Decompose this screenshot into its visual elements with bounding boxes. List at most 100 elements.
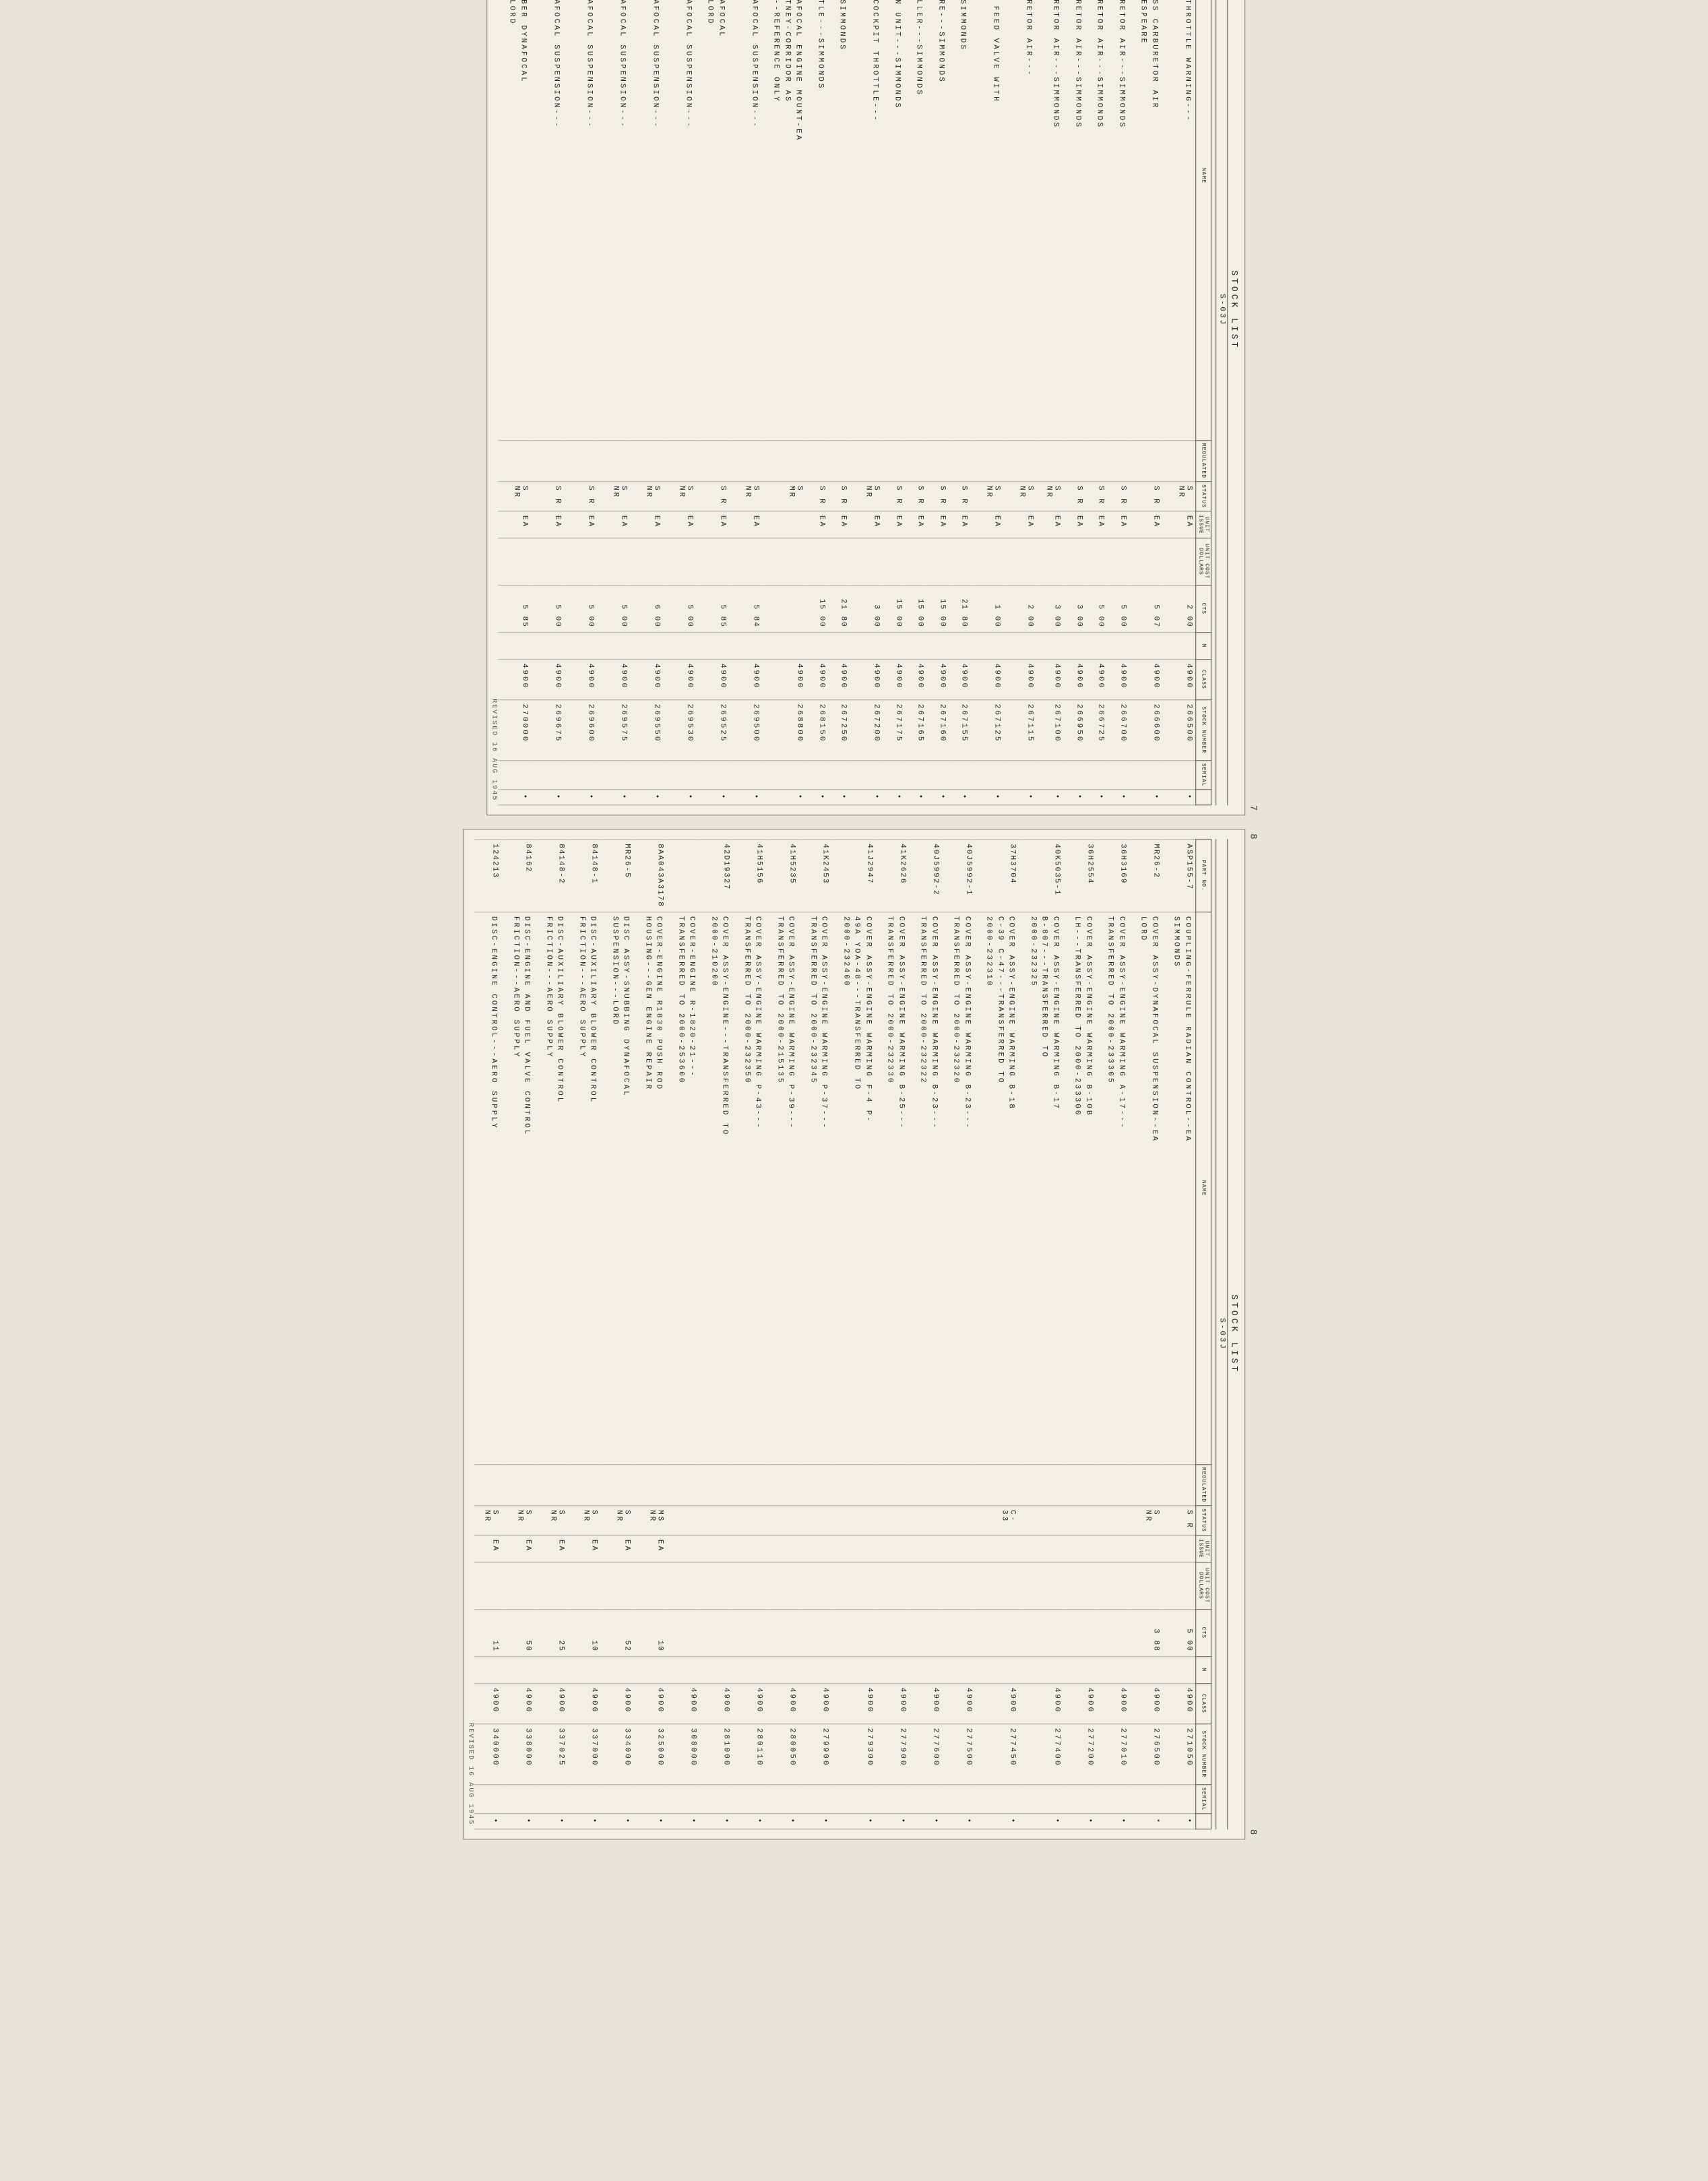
cell-stock: 266600 (1129, 699, 1162, 760)
col-regulated: REGULATED (1195, 1464, 1211, 1505)
cell-cost-dollars (828, 538, 850, 585)
cell-cost-dollars (762, 538, 806, 585)
cell-name: COVER-ENGINE R-1820-21--- TRANSFERRED TO… (666, 912, 699, 1464)
cell-stock: 277010 (1096, 1724, 1129, 1784)
cell-serial (909, 1784, 942, 1814)
cell-part (666, 840, 699, 912)
cell-unit (765, 1535, 798, 1562)
cell-cost-dollars (1107, 538, 1129, 585)
table-row: 41K2626COVER ASSY-ENGINE WARMING B-25---… (876, 840, 909, 1829)
cell-class: 4900 (831, 1683, 876, 1724)
cell-dot: • (1019, 1814, 1063, 1829)
cell-part: 36H2554 (1063, 840, 1096, 912)
cell-serial (1036, 760, 1063, 790)
cell-status: S R (1129, 482, 1162, 511)
cell-regulated (696, 440, 729, 481)
cell-name: COVER ASSY-ENGINE WARMING B-25--- TRANSF… (876, 912, 909, 1464)
col-stock: STOCK NUMBER (1195, 699, 1211, 760)
cell-regulated (831, 1464, 876, 1505)
cell-class: 4900 (567, 1683, 600, 1724)
cell-class: 4900 (970, 659, 1003, 699)
cell-stock: 277500 (942, 1724, 975, 1784)
cell-stock: 267125 (970, 699, 1003, 760)
cell-part: 84162 (501, 840, 534, 912)
cell-cost-dollars (633, 1562, 666, 1609)
cell-serial (1096, 1784, 1129, 1814)
cell-regulated (798, 1464, 831, 1505)
cell-m (531, 632, 564, 659)
cell-m (1085, 632, 1108, 659)
cell-dot: • (567, 1814, 600, 1829)
cell-unit: EA (1003, 511, 1036, 538)
cell-cost-cents: 21 80 (828, 585, 850, 632)
cell-stock: 269500 (729, 699, 762, 760)
cell-status: S R (1063, 482, 1085, 511)
cell-part: 8AA043A3178 (633, 840, 666, 912)
table-row: 36H2554COVER ASSY-ENGINE WARMING B-10B L… (1063, 840, 1096, 1829)
cell-cost-dollars (909, 1562, 942, 1609)
cell-stock: 277200 (1063, 1724, 1096, 1784)
cell-cost-cents: 15 00 (883, 585, 905, 632)
cell-stock: 334000 (600, 1724, 633, 1784)
cell-dot: • (597, 790, 630, 805)
cell-name: CONTROL-CARBURETOR AIR---SIMMONDS (1085, 0, 1108, 440)
cell-cost-cents: 50 (501, 1609, 534, 1656)
cell-class: 4900 (531, 659, 564, 699)
cell-class: 4900 (630, 659, 663, 699)
cell-status: S R (949, 482, 971, 511)
cell-stock: 269675 (531, 699, 564, 760)
cell-serial (1107, 760, 1129, 790)
cell-m (909, 1656, 942, 1683)
cell-dot: • (926, 790, 949, 805)
cell-class: 4900 (883, 659, 905, 699)
cell-serial (696, 760, 729, 790)
cell-cost-cents (666, 1609, 699, 1656)
cell-cost-dollars (876, 1562, 909, 1609)
cell-regulated (949, 440, 971, 481)
cell-cost-cents: 10 (633, 1609, 666, 1656)
cell-dot: • (534, 1814, 567, 1829)
col-name: NAME (1195, 0, 1211, 440)
cell-stock: 267200 (850, 699, 883, 760)
cell-status: S NR (1036, 482, 1063, 511)
cell-m (696, 632, 729, 659)
cell-m (699, 1656, 732, 1683)
col-m: M (1195, 632, 1211, 659)
cell-cost-dollars (949, 538, 971, 585)
cell-name: COVER ASSY-ENGINE WARMING P-39--- TRANSF… (765, 912, 798, 1464)
cell-regulated (909, 1464, 942, 1505)
cell-stock: 308000 (666, 1724, 699, 1784)
table-row: 84148-1DISC-AUXILIARY BLOWER CONTROL FRI… (567, 840, 600, 1829)
cell-class: 4900 (498, 659, 531, 699)
cell-m (729, 632, 762, 659)
cell-cost-cents: 3 00 (850, 585, 883, 632)
cell-serial (1019, 1784, 1063, 1814)
cell-unit: EA (567, 1535, 600, 1562)
cell-serial (729, 760, 762, 790)
cell-unit: EA (501, 1535, 534, 1562)
page-number-top-left: 8 (1247, 833, 1258, 839)
cell-unit (975, 1535, 1019, 1562)
cell-m (1129, 632, 1162, 659)
cell-cost-cents: 5 00 (597, 585, 630, 632)
cell-cost-dollars (1063, 538, 1085, 585)
cell-regulated (828, 440, 850, 481)
cell-name: CONTROL-BY PASS CARBURETOR AIR FILTER---… (1129, 0, 1162, 440)
cell-stock: 267160 (926, 699, 949, 760)
cell-unit: EA (696, 511, 729, 538)
cell-stock: 268150 (806, 699, 828, 760)
cell-class: 4900 (765, 1683, 798, 1724)
cell-cost-dollars (765, 1562, 798, 1609)
cell-cost-cents (876, 1609, 909, 1656)
cell-cost-cents (831, 1609, 876, 1656)
cell-regulated (1129, 440, 1162, 481)
cell-regulated (501, 1464, 534, 1505)
cell-m (630, 632, 663, 659)
cell-m (806, 632, 828, 659)
cell-stock: 267115 (1003, 699, 1036, 760)
listing-table-7: PART NO. NAME REGULATED STATUS UNIT ISSU… (498, 0, 1211, 805)
cell-serial (498, 760, 531, 790)
cell-unit: EA (970, 511, 1003, 538)
cell-class: 4900 (474, 1683, 501, 1724)
cell-regulated (531, 440, 564, 481)
